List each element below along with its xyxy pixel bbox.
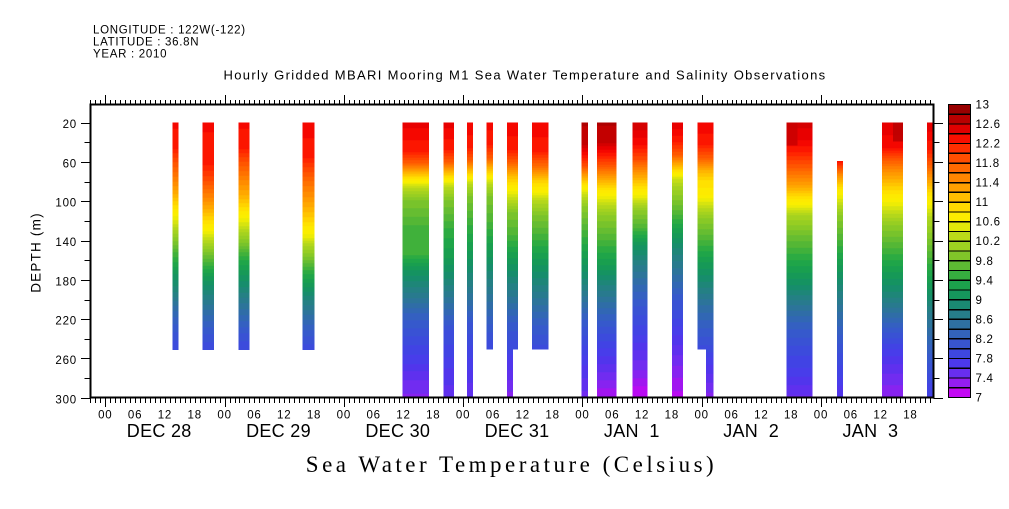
svg-text:10.2: 10.2: [976, 236, 1001, 248]
svg-text:06: 06: [247, 410, 261, 422]
svg-text:9: 9: [976, 295, 983, 307]
svg-text:DEC 29: DEC 29: [246, 421, 311, 441]
svg-text:9.4: 9.4: [976, 275, 994, 287]
svg-text:06: 06: [128, 410, 142, 422]
svg-text:00: 00: [575, 410, 589, 422]
svg-text:7.4: 7.4: [976, 373, 994, 385]
svg-text:00: 00: [98, 410, 112, 422]
svg-text:18: 18: [307, 410, 321, 422]
svg-text:260: 260: [55, 355, 77, 367]
svg-text:JAN 2: JAN 2: [723, 421, 779, 441]
svg-text:DEC 30: DEC 30: [365, 421, 430, 441]
svg-text:20: 20: [63, 119, 77, 131]
svg-text:11.8: 11.8: [976, 158, 1000, 170]
svg-text:18: 18: [665, 410, 679, 422]
svg-text:13: 13: [976, 100, 990, 112]
svg-text:DEPTH (m): DEPTH (m): [29, 212, 44, 293]
svg-text:8.2: 8.2: [976, 334, 994, 346]
svg-text:7.8: 7.8: [976, 353, 994, 365]
svg-text:12: 12: [277, 410, 291, 422]
svg-text:00: 00: [456, 410, 470, 422]
svg-text:180: 180: [55, 276, 77, 288]
svg-text:YEAR : 2010: YEAR : 2010: [93, 49, 167, 61]
svg-text:100: 100: [55, 198, 77, 210]
svg-text:11: 11: [976, 197, 989, 209]
svg-text:300: 300: [55, 394, 77, 406]
svg-text:06: 06: [605, 410, 619, 422]
svg-text:12: 12: [158, 410, 172, 422]
svg-text:LONGITUDE : 122W(-122): LONGITUDE : 122W(-122): [93, 25, 246, 37]
svg-text:8.6: 8.6: [976, 314, 994, 326]
svg-text:18: 18: [188, 410, 202, 422]
svg-text:220: 220: [55, 316, 77, 328]
svg-text:DEC 31: DEC 31: [485, 421, 550, 441]
svg-text:06: 06: [486, 410, 500, 422]
svg-text:18: 18: [426, 410, 440, 422]
svg-text:00: 00: [337, 410, 351, 422]
svg-text:Sea Water Temperature (Celsius: Sea Water Temperature (Celsius): [306, 452, 717, 477]
svg-text:12: 12: [516, 410, 530, 422]
svg-text:18: 18: [545, 410, 559, 422]
svg-text:140: 140: [55, 237, 77, 249]
svg-text:18: 18: [784, 410, 798, 422]
svg-text:DEC 28: DEC 28: [127, 421, 192, 441]
svg-text:11.4: 11.4: [976, 178, 1000, 190]
svg-text:06: 06: [844, 410, 858, 422]
svg-text:12: 12: [635, 410, 649, 422]
svg-text:00: 00: [217, 410, 231, 422]
svg-text:12: 12: [396, 410, 410, 422]
svg-text:12: 12: [754, 410, 768, 422]
svg-text:10.6: 10.6: [976, 217, 1001, 229]
svg-text:12: 12: [873, 410, 887, 422]
svg-text:06: 06: [724, 410, 738, 422]
svg-text:9.8: 9.8: [976, 256, 994, 268]
svg-text:7: 7: [976, 393, 983, 405]
svg-text:JAN 3: JAN 3: [842, 421, 898, 441]
svg-text:JAN 1: JAN 1: [604, 421, 660, 441]
svg-text:00: 00: [694, 410, 708, 422]
svg-text:Hourly Gridded MBARI Mooring M: Hourly Gridded MBARI Mooring M1 Sea Wate…: [223, 68, 826, 83]
svg-text:18: 18: [903, 410, 917, 422]
svg-text:LATITUDE : 36.8N: LATITUDE : 36.8N: [93, 37, 199, 49]
svg-text:00: 00: [814, 410, 828, 422]
svg-text:12.2: 12.2: [976, 139, 1001, 151]
svg-text:12.6: 12.6: [976, 119, 1001, 131]
svg-text:06: 06: [366, 410, 380, 422]
svg-text:60: 60: [63, 158, 77, 170]
